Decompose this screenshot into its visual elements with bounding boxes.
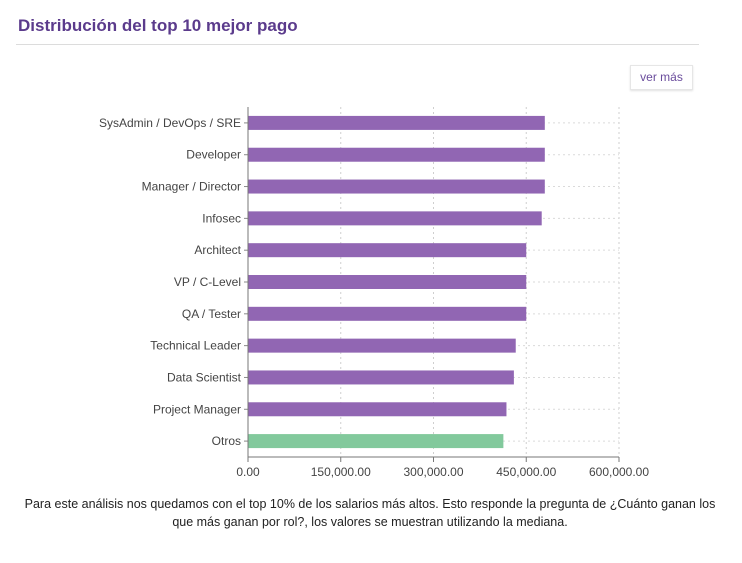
chart-description: Para este análisis nos quedamos con el t… bbox=[24, 497, 716, 529]
page-title: Distribución del top 10 mejor pago bbox=[18, 16, 298, 35]
bar bbox=[248, 434, 504, 449]
bar bbox=[248, 243, 527, 258]
x-tick-label: 600,000.00 bbox=[589, 465, 649, 479]
bar bbox=[248, 115, 545, 130]
y-tick-label: Project Manager bbox=[153, 402, 241, 416]
bar bbox=[248, 306, 527, 321]
see-more-button[interactable]: ver más bbox=[630, 65, 693, 90]
y-tick-label: Data Scientist bbox=[167, 370, 242, 384]
x-tick-label: 450,000.00 bbox=[496, 465, 556, 479]
y-tick-label: Developer bbox=[186, 148, 241, 162]
y-tick-label: Infosec bbox=[202, 211, 241, 225]
bar-chart: SysAdmin / DevOps / SRE Developer Manager … bbox=[99, 107, 649, 479]
bar bbox=[248, 370, 514, 385]
title-divider bbox=[16, 44, 699, 45]
x-tick-label: 150,000.00 bbox=[311, 465, 371, 479]
bar bbox=[248, 338, 516, 353]
y-tick-label: Otros bbox=[212, 434, 241, 448]
y-tick-label: Technical Leader bbox=[150, 339, 241, 353]
y-tick-label: SysAdmin / DevOps / SRE bbox=[99, 116, 241, 130]
y-tick-label: VP / C-Level bbox=[174, 275, 241, 289]
y-tick-label: Manager / Director bbox=[142, 180, 241, 194]
x-tick-label: 300,000.00 bbox=[403, 465, 463, 479]
bar bbox=[248, 402, 507, 417]
y-tick-label: QA / Tester bbox=[182, 307, 241, 321]
bar bbox=[248, 179, 545, 194]
x-tick-label: 0.00 bbox=[236, 465, 260, 479]
bar bbox=[248, 147, 545, 162]
bar bbox=[248, 211, 542, 226]
y-tick-label: Architect bbox=[194, 243, 241, 257]
bar bbox=[248, 275, 527, 289]
